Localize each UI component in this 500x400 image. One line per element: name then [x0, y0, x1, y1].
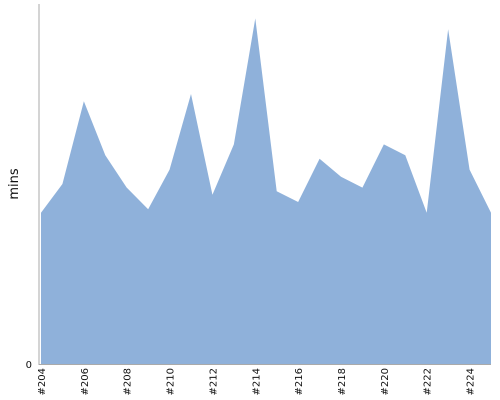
y-tick-labels: 0 — [26, 360, 32, 371]
axis-layer — [38, 4, 491, 365]
x-tick-labels: #204 #206 #208 #210 #212 #214 #216 #218 #220 #222… — [37, 368, 477, 395]
x-tick-label: #204 — [37, 368, 48, 395]
x-tick-label: #208 — [123, 368, 134, 395]
y-tick-label: 0 — [26, 360, 32, 371]
x-tick-label: #210 — [166, 368, 177, 395]
x-tick-label: #220 — [380, 368, 391, 395]
x-tick-label: #214 — [251, 368, 262, 395]
area-layer — [41, 18, 491, 365]
x-tick-label: #222 — [423, 368, 434, 395]
x-tick-label: #224 — [466, 368, 477, 395]
x-tick-label: #218 — [337, 368, 348, 395]
area-series — [41, 18, 491, 365]
x-tick-label: #206 — [80, 368, 91, 395]
y-axis-title: mins — [7, 168, 22, 200]
x-tick-label: #212 — [208, 368, 219, 395]
x-tick-label: #216 — [294, 368, 305, 395]
